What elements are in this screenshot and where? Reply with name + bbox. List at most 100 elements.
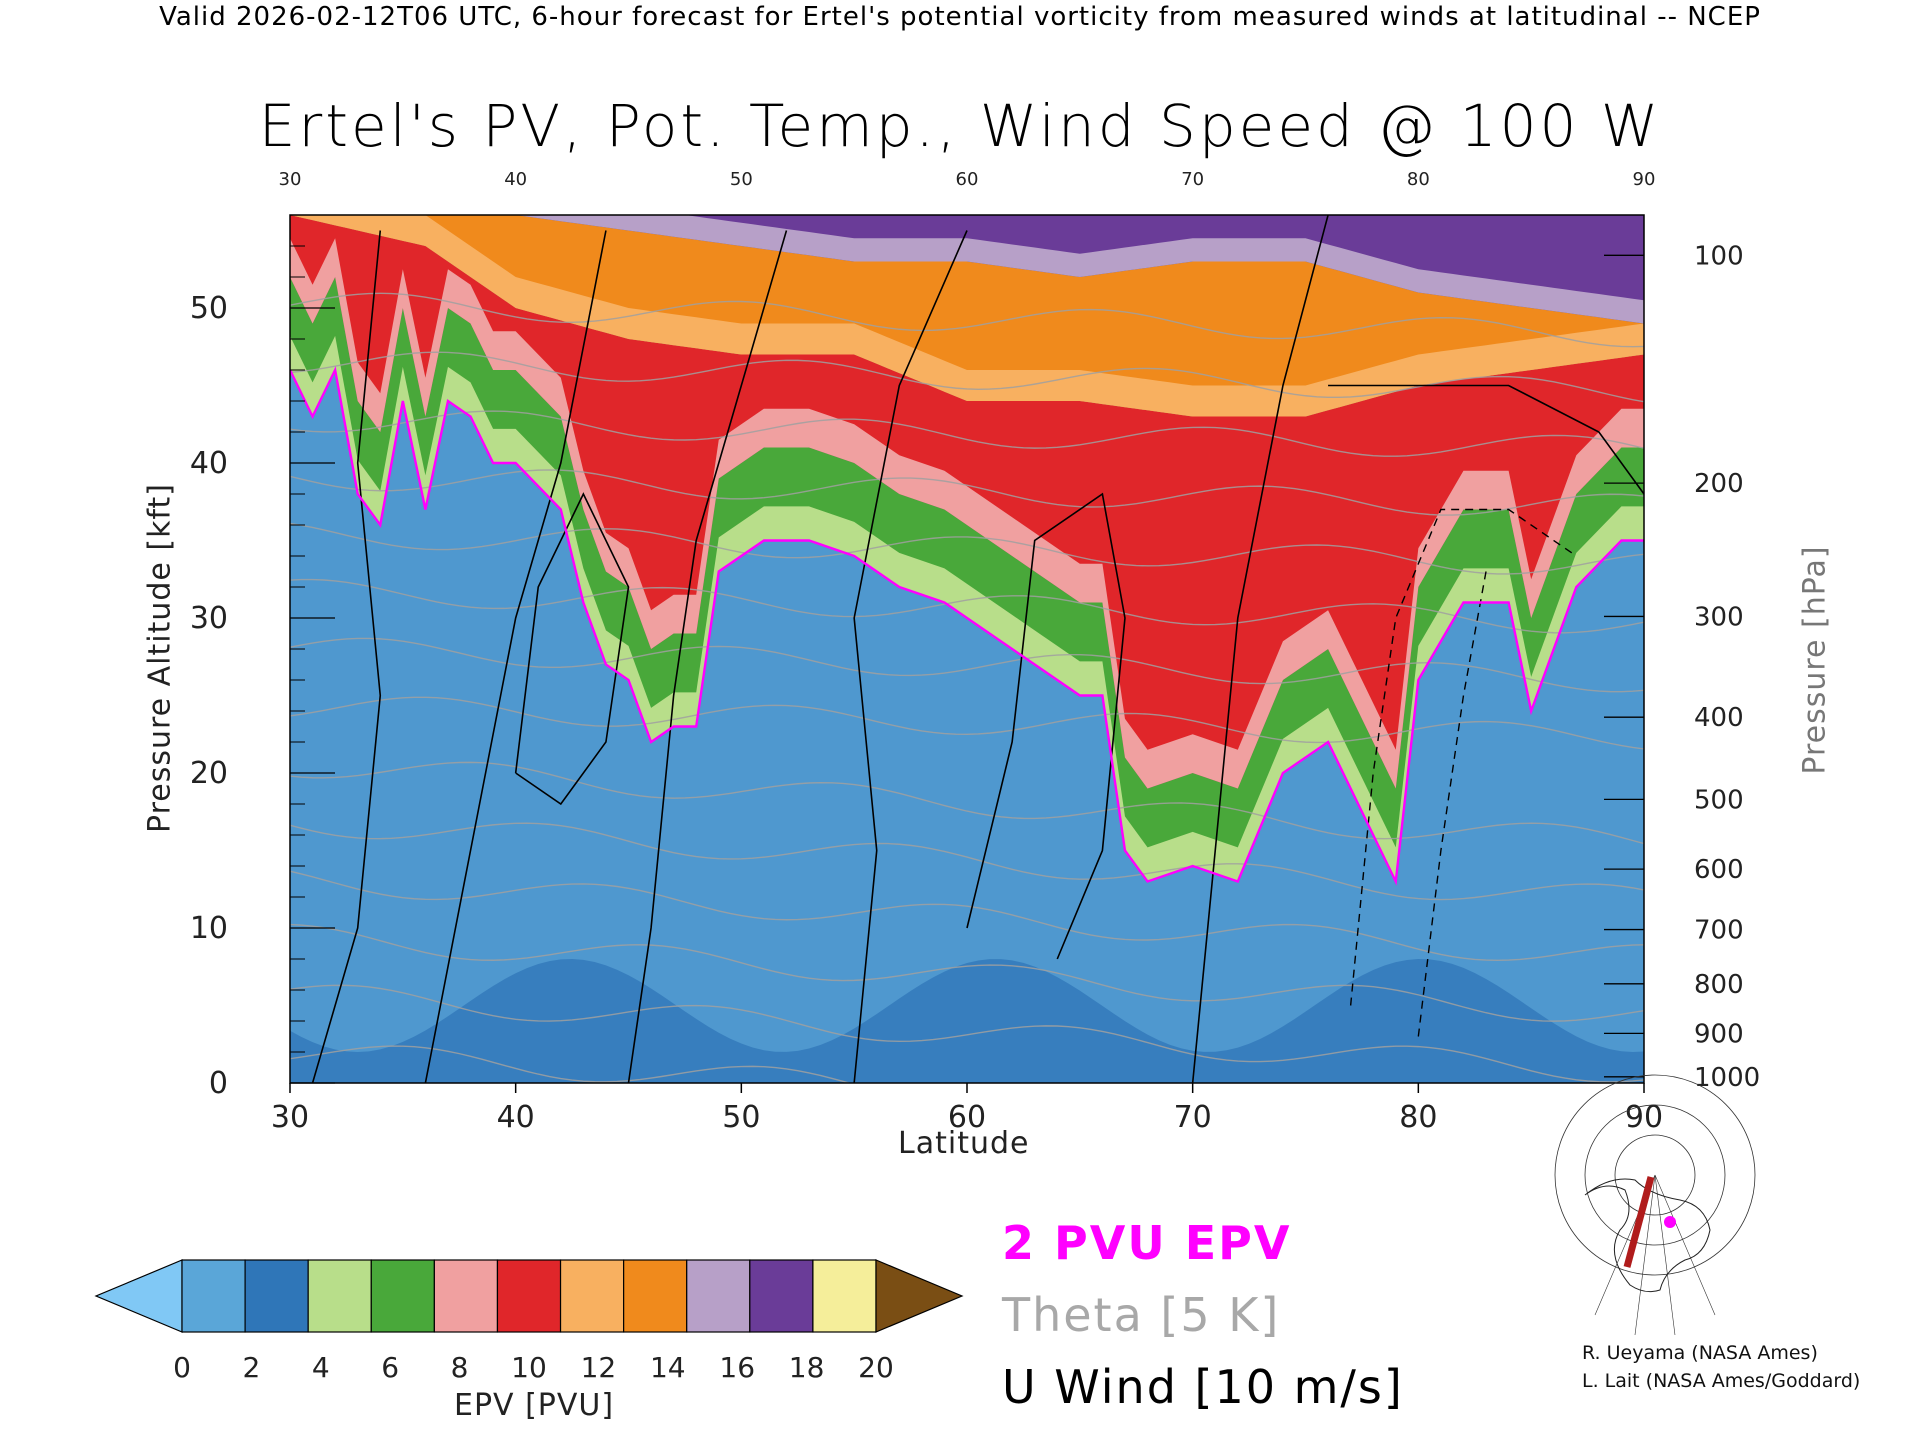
theta-isentrope (290, 351, 1644, 403)
pressure-tick-label: 700 (1694, 916, 1744, 946)
theta-isentrope (290, 522, 1644, 575)
top-x-tick-label: 40 (504, 169, 527, 190)
easterly-wind-contour (1417, 571, 1487, 1037)
colorbar-tick-label: 14 (650, 1351, 686, 1384)
pressure-tick-label: 100 (1694, 241, 1744, 271)
colorbar-tick-label: 12 (581, 1351, 617, 1384)
pressure-tick-label: 300 (1694, 602, 1744, 632)
tropopause-2pvu-line (290, 366, 1644, 886)
colorbar-tick-label: 0 (173, 1351, 191, 1384)
inset-map-meridian (1654, 1174, 1676, 1336)
near-surface-band (290, 959, 1644, 1083)
colorbar-tick-label: 4 (312, 1351, 330, 1384)
theta-isentrope (290, 637, 1644, 693)
y-tick-label: 0 (209, 1066, 228, 1101)
pv-2-4-layer (290, 335, 1644, 882)
pressure-tick-label: 1000 (1694, 1063, 1760, 1093)
colorbar-tick-label: 16 (719, 1351, 755, 1384)
pressure-tick-label: 800 (1694, 970, 1744, 1000)
x-tick-label: 60 (948, 1100, 986, 1135)
colorbar-over-arrow (875, 1259, 964, 1333)
colorbar-tick-label: 8 (451, 1351, 469, 1384)
pressure-tick-label: 900 (1694, 1019, 1744, 1049)
credit-line-1: R. Ueyama (NASA Ames) (1582, 1342, 1818, 1364)
top-x-tick-label: 30 (279, 169, 302, 190)
y-tick-label: 50 (190, 291, 228, 326)
y-tick-label: 40 (190, 446, 228, 481)
inset-map-latitude-circle (1584, 1104, 1726, 1246)
colorbar-tick-label: 6 (381, 1351, 399, 1384)
pv-6-8-layer (290, 238, 1644, 789)
u-wind-contour (1191, 215, 1329, 1083)
x-tick-label: 40 (497, 1100, 535, 1135)
x-tick-label: 50 (722, 1100, 760, 1135)
u-wind-contour (311, 230, 382, 1083)
colorbar-segment (686, 1259, 751, 1333)
inset-map-meridian (1634, 1174, 1656, 1336)
top-x-tick-label: 70 (1181, 169, 1204, 190)
theta-isentrope (290, 410, 1644, 457)
colorbar-segment (181, 1259, 246, 1333)
pressure-tick-label: 500 (1694, 785, 1744, 815)
colorbar-segment (433, 1259, 499, 1333)
y-tick-label: 20 (190, 756, 228, 791)
credit-line-2: L. Lait (NASA Ames/Goddard) (1582, 1370, 1861, 1392)
chart-title: Ertel's PV, Pot. Temp., Wind Speed @ 100… (258, 92, 1662, 160)
y-tick-label: 30 (190, 601, 228, 636)
colorbar-tick-label: 20 (858, 1351, 894, 1384)
y-axis-label: Pressure Altitude [kft] (142, 483, 178, 833)
top-x-tick-label: 80 (1407, 169, 1430, 190)
easterly-wind-contour (1349, 508, 1577, 1006)
pv-12-14-layer (290, 215, 1644, 417)
pressure-tick-label: 200 (1694, 469, 1744, 499)
colorbar-segment (370, 1259, 435, 1333)
forecast-valid-line: Valid 2026-02-12T06 UTC, 6-hour forecast… (159, 2, 1761, 32)
top-x-tick-label: 50 (730, 169, 753, 190)
y2-axis-label: Pressure [hPa] (1797, 545, 1833, 775)
inset-map-meridian (1654, 1174, 1716, 1316)
pressure-tick-label: 600 (1694, 855, 1744, 885)
x-tick-label: 30 (271, 1100, 309, 1135)
inset-map-marker (1664, 1216, 1676, 1228)
u-wind-contour (627, 230, 788, 1083)
theta-isentrope (290, 578, 1644, 634)
wind-legend-label: U Wind [10 m/s] (1002, 1360, 1404, 1414)
theta-isentrope (290, 984, 1644, 1083)
u-wind-contour (853, 230, 968, 1083)
u-wind-contour (424, 230, 607, 1083)
colorbar-segment (623, 1259, 688, 1333)
x-tick-label: 70 (1174, 1100, 1212, 1135)
top-x-tick-label: 60 (956, 169, 979, 190)
x-axis-label: Latitude (898, 1126, 1030, 1161)
u-wind-contour (514, 492, 630, 806)
inset-map-background (1545, 1155, 1741, 1305)
top-x-tick-label: 90 (1633, 169, 1656, 190)
colorbar-under-arrow (94, 1259, 183, 1333)
colorbar-segment (749, 1259, 814, 1333)
theta-legend-label: Theta [5 K] (1002, 1288, 1281, 1342)
u-wind-contour (1328, 384, 1644, 495)
theta-isentrope (290, 822, 1644, 901)
colorbar-label: EPV [PVU] (454, 1388, 615, 1423)
theta-isentrope (290, 923, 1644, 1022)
x-tick-label: 80 (1399, 1100, 1437, 1135)
pv-10-12-layer (290, 215, 1644, 417)
colorbar-segment (812, 1259, 877, 1333)
colorbar-tick-label: 18 (789, 1351, 825, 1384)
y-tick-label: 10 (190, 911, 228, 946)
colorbar-tick-label: 2 (242, 1351, 260, 1384)
inset-map-coastline (1584, 1178, 1711, 1293)
theta-isentrope (290, 696, 1644, 750)
colorbar-segment (496, 1259, 562, 1333)
theta-isentrope (290, 469, 1644, 516)
pv-14-16-layer (290, 215, 1644, 324)
theta-isentrope (290, 870, 1644, 962)
colorbar-segment (559, 1259, 625, 1333)
u-wind-contour (966, 492, 1126, 960)
colorbar-tick-label: 10 (511, 1351, 547, 1384)
inset-map-latitude-circle (1614, 1134, 1696, 1216)
pressure-tick-label: 400 (1694, 703, 1744, 733)
inset-map-latitude-circle (1554, 1074, 1756, 1276)
pv-legend-label: 2 PVU EPV (1002, 1216, 1292, 1270)
